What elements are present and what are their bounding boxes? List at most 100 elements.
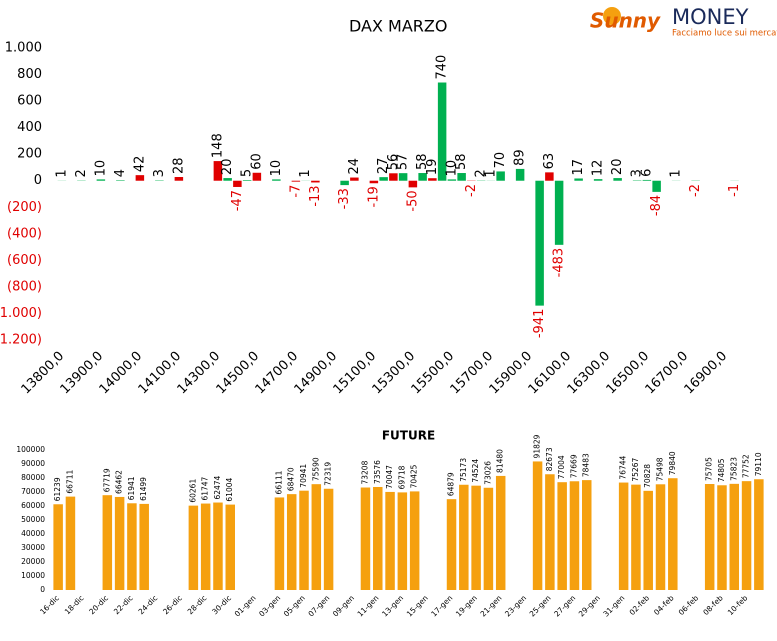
data-label: 19 — [425, 159, 440, 176]
data-label: 74524 — [471, 459, 480, 483]
bar — [127, 503, 137, 590]
data-label: -33 — [337, 188, 352, 209]
bar — [459, 484, 469, 590]
y-tick-label: 80000 — [21, 473, 45, 482]
bar — [116, 180, 125, 181]
data-label: -47 — [230, 190, 245, 211]
bar — [593, 179, 603, 181]
data-label: 70 — [493, 152, 508, 169]
data-label: 70047 — [385, 465, 394, 489]
bar — [233, 180, 242, 187]
bar — [717, 485, 727, 590]
data-label: -483 — [552, 248, 567, 278]
bar — [471, 485, 481, 590]
bar — [483, 487, 494, 590]
y-tick-label: 100000 — [16, 445, 45, 454]
logo-tagline: Facciamo luce sui mercati — [672, 29, 777, 39]
y-tick-label: (400) — [7, 226, 42, 241]
data-label: 66711 — [65, 470, 74, 494]
data-label: 74805 — [717, 458, 726, 482]
y-tick-label: 30000 — [21, 543, 45, 552]
bar — [642, 179, 652, 181]
bar — [65, 496, 76, 590]
bar — [213, 161, 223, 181]
data-label: 2 — [474, 169, 489, 177]
data-label: 3 — [152, 169, 167, 177]
bar — [545, 172, 554, 181]
bar — [574, 178, 583, 181]
bar — [557, 482, 567, 590]
y-tick-label: (1.200) — [0, 333, 42, 348]
data-label: 20 — [610, 159, 625, 176]
data-label: 60261 — [188, 479, 197, 503]
data-label: -941 — [532, 309, 547, 339]
logo-name: MONEY — [672, 5, 749, 29]
data-label: 75823 — [729, 457, 738, 481]
bar — [286, 494, 297, 590]
data-label: 77004 — [557, 455, 566, 479]
chart-title: DAX MARZO — [349, 17, 447, 36]
bar — [496, 171, 505, 181]
bar — [668, 478, 678, 590]
bar — [652, 180, 661, 192]
bar — [223, 178, 232, 181]
y-tick-label: 200 — [17, 147, 42, 162]
data-label: 60 — [249, 153, 264, 170]
data-label: 17 — [571, 159, 586, 176]
bar — [323, 488, 334, 590]
data-label: 75705 — [705, 457, 714, 481]
bar — [225, 504, 235, 590]
data-label: 1 — [298, 169, 313, 177]
bar — [373, 486, 383, 590]
bar — [360, 487, 371, 590]
bar — [655, 484, 666, 590]
bar — [704, 484, 715, 590]
data-label: 73208 — [360, 460, 369, 484]
data-label: 72319 — [324, 462, 333, 486]
data-label: 61004 — [225, 478, 234, 502]
bar — [408, 180, 418, 188]
data-label: 79840 — [668, 451, 677, 475]
bar — [291, 180, 301, 182]
data-label: 24 — [347, 158, 362, 175]
bar — [188, 505, 199, 590]
data-label: 61747 — [201, 476, 210, 500]
bar — [340, 180, 349, 186]
data-label: -2 — [688, 184, 703, 197]
data-label: 27 — [376, 158, 391, 175]
data-label: -19 — [366, 186, 381, 207]
data-label: 12 — [591, 160, 606, 177]
bar — [272, 179, 281, 181]
data-label: 28 — [171, 157, 186, 174]
bar — [397, 492, 408, 590]
bar — [618, 482, 629, 590]
data-label: 75498 — [656, 457, 665, 481]
data-label: 10 — [269, 160, 284, 177]
bar — [200, 503, 211, 590]
data-label: 69718 — [397, 465, 406, 489]
data-label: 89 — [513, 149, 528, 166]
bar — [389, 173, 398, 181]
bar — [299, 490, 309, 590]
bar — [582, 480, 592, 590]
bar — [545, 474, 555, 590]
bar — [114, 496, 125, 590]
logo: Sunny MONEY Facciamo luce sui mercati — [590, 5, 777, 39]
bar — [535, 180, 544, 306]
bar — [569, 481, 580, 590]
data-label: 42 — [132, 156, 147, 173]
data-label: 2 — [74, 169, 89, 177]
bar — [643, 490, 653, 590]
bar — [418, 173, 427, 181]
data-label: 10 — [444, 160, 459, 177]
data-label: 3 — [630, 169, 645, 177]
data-label: 148 — [210, 133, 225, 158]
bar — [96, 179, 106, 181]
bar — [409, 491, 420, 590]
bar — [428, 178, 437, 181]
data-label: 1 — [483, 169, 498, 177]
y-tick-label: (600) — [7, 253, 42, 268]
y-tick-label: 10000 — [21, 571, 45, 580]
data-label: 73026 — [483, 461, 492, 485]
bar — [174, 177, 184, 181]
